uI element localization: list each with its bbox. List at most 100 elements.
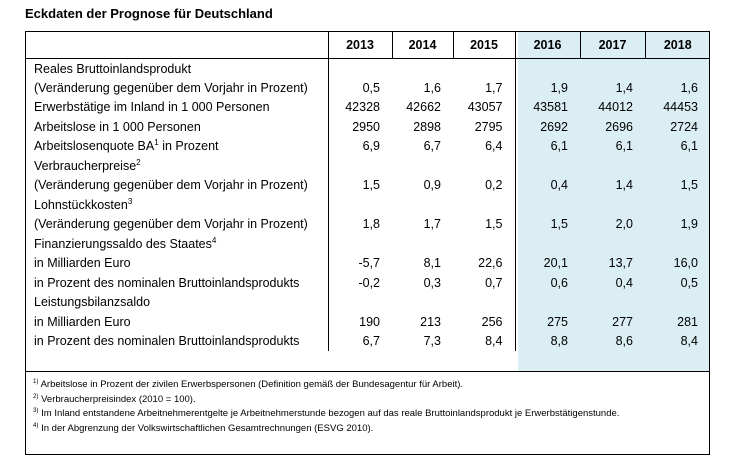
value-cell xyxy=(453,234,515,254)
value-cell: 0,5 xyxy=(327,78,392,98)
value-cell xyxy=(514,195,580,215)
value-cell: 2795 xyxy=(474,119,503,134)
value-cell xyxy=(580,234,645,254)
value-cell: 7,3 xyxy=(423,334,441,349)
table-row: in Prozent des nominalen Bruttoinlandspr… xyxy=(25,331,710,351)
value-cell: 213 xyxy=(420,314,441,329)
value-cell: 43057 xyxy=(467,100,503,115)
value-cell xyxy=(327,195,392,215)
value-cell xyxy=(580,59,645,79)
row-label: in Prozent des nominalen Bruttoinlandspr… xyxy=(34,275,300,290)
value-cell xyxy=(453,59,515,79)
value-cell: 277 xyxy=(612,314,633,329)
table-row: Verbraucherpreise2 xyxy=(25,156,710,176)
value-cell: 190 xyxy=(327,312,392,332)
table-row: Finanzierungssaldo des Staates4 xyxy=(25,234,710,254)
header-row: 2013 2014 2015 2016 2017 2018 xyxy=(25,31,710,59)
year-header: 2013 xyxy=(327,31,392,59)
value-cell xyxy=(514,234,580,254)
value-cell xyxy=(580,293,645,313)
table-row: Arbeitslosenquote BA1 in Prozent 6,9 6,7 6,… xyxy=(25,136,710,156)
value-cell: 0,9 xyxy=(423,178,441,193)
value-cell: 256 xyxy=(481,314,503,329)
header-label-cell xyxy=(25,31,328,59)
value-cell: 2696 xyxy=(605,119,633,134)
value-cell: 1,4 xyxy=(615,80,633,95)
value-cell: 1,8 xyxy=(327,214,392,234)
row-label: (Veränderung gegenüber dem Vorjahr in Pr… xyxy=(34,178,308,193)
value-cell: 8,4 xyxy=(680,334,698,349)
value-cell xyxy=(392,234,453,254)
value-cell xyxy=(645,156,710,176)
value-cell: 1,5 xyxy=(514,214,580,234)
row-label: Arbeitslose in 1 000 Personen xyxy=(34,119,201,134)
footnote-divider xyxy=(25,371,710,372)
footnote: 1) Arbeitslose in Prozent der zivilen Er… xyxy=(33,377,464,390)
table-row: (Veränderung gegenüber dem Vorjahr in Pr… xyxy=(25,214,710,234)
value-cell xyxy=(327,234,392,254)
row-label: in Prozent des nominalen Bruttoinlandspr… xyxy=(34,334,300,349)
table-row: in Prozent des nominalen Bruttoinlandspr… xyxy=(25,273,710,293)
value-cell xyxy=(392,156,453,176)
value-cell: 22,6 xyxy=(478,256,503,271)
value-cell: 8,4 xyxy=(485,334,503,349)
year-header: 2015 xyxy=(452,31,515,59)
row-label: Arbeitslosenquote BA1 in Prozent xyxy=(34,138,219,154)
value-cell: -5,7 xyxy=(327,253,392,273)
value-cell: 1,6 xyxy=(680,80,698,95)
table-row: in Milliarden Euro -5,7 8,1 22,6 20,1 13,7 16,… xyxy=(25,253,710,273)
row-label: in Milliarden Euro xyxy=(34,314,131,329)
value-cell: 6,1 xyxy=(680,139,698,154)
value-cell: 1,5 xyxy=(680,178,698,193)
value-cell xyxy=(327,58,392,78)
value-cell: 1,5 xyxy=(485,217,503,232)
value-cell xyxy=(392,59,453,79)
value-cell: 1,4 xyxy=(615,178,633,193)
value-cell: 1,7 xyxy=(485,80,503,95)
table-title: Eckdaten der Prognose für Deutschland xyxy=(25,6,273,21)
table-row: (Veränderung gegenüber dem Vorjahr in Pr… xyxy=(25,175,710,195)
value-cell: 6,7 xyxy=(327,331,392,351)
row-label: Lohnstückkosten3 xyxy=(34,196,133,212)
value-cell: 44453 xyxy=(663,100,698,115)
value-cell xyxy=(327,292,392,312)
value-cell: 6,1 xyxy=(615,139,633,154)
row-label: Reales Bruttoinlandsprodukt xyxy=(34,61,192,76)
table-row: Erwerbstätige im Inland in 1 000 Persone… xyxy=(25,97,710,117)
value-cell: 1,7 xyxy=(423,217,441,232)
year-header: 2017 xyxy=(579,31,645,59)
value-cell xyxy=(453,156,515,176)
value-cell: 0,2 xyxy=(485,178,503,193)
value-cell: 42328 xyxy=(327,97,392,117)
value-cell: 2724 xyxy=(670,119,698,134)
value-cell: 2950 xyxy=(327,117,392,137)
value-cell: 0,4 xyxy=(615,275,633,290)
value-cell: 20,1 xyxy=(514,253,580,273)
value-cell: 0,4 xyxy=(514,175,580,195)
value-cell: 281 xyxy=(677,314,698,329)
year-header: 2016 xyxy=(514,31,580,59)
value-cell: 44012 xyxy=(598,100,633,115)
value-cell: 1,9 xyxy=(680,217,698,232)
table-row: in Milliarden Euro 190 213 256 275 277 281 xyxy=(25,312,710,332)
value-cell: 8,6 xyxy=(615,334,633,349)
table-row: (Veränderung gegenüber dem Vorjahr in Pr… xyxy=(25,78,710,98)
value-cell: 0,3 xyxy=(423,275,441,290)
row-label: Leistungsbilanzsaldo xyxy=(34,295,151,310)
value-cell: 6,1 xyxy=(514,136,580,156)
value-cell: 6,9 xyxy=(327,136,392,156)
value-cell: 13,7 xyxy=(608,256,633,271)
value-cell: -0,2 xyxy=(327,273,392,293)
table-row: Arbeitslose in 1 000 Personen 2950 2898 279… xyxy=(25,117,710,137)
value-cell xyxy=(392,293,453,313)
table-row: Reales Bruttoinlandsprodukt xyxy=(25,58,710,79)
value-cell: 1,6 xyxy=(423,80,441,95)
value-cell xyxy=(514,58,580,78)
value-cell xyxy=(580,156,645,176)
value-cell: 16,0 xyxy=(673,256,698,271)
value-cell: 2,0 xyxy=(615,217,633,232)
value-cell xyxy=(645,195,710,215)
forecast-table: 2013 2014 2015 2016 2017 2018 Reales Bru… xyxy=(25,31,710,351)
value-cell: 6,4 xyxy=(485,139,503,154)
row-label: Verbraucherpreise2 xyxy=(34,157,141,173)
